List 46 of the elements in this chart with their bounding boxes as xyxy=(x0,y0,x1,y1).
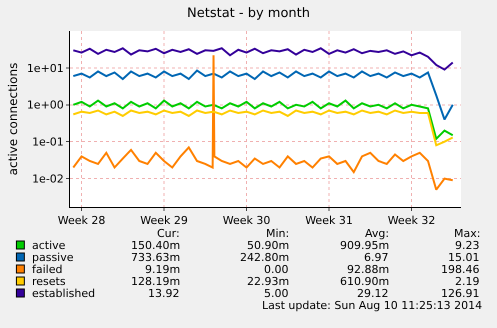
text: 198.46 xyxy=(441,263,480,276)
y-tick-label: 1e+00 xyxy=(26,98,64,112)
text: 92.88m xyxy=(347,263,390,276)
text: 50.90m xyxy=(247,239,290,252)
text: 128.19m xyxy=(131,275,180,288)
x-tick-label: Week 28 xyxy=(58,214,106,228)
text: 126.91 xyxy=(441,287,480,300)
text: 242.80m xyxy=(240,251,290,264)
y-tick-label: 1e+01 xyxy=(26,62,64,75)
text: 9.19m xyxy=(145,263,180,276)
legend-label: active xyxy=(32,239,66,252)
line-series xyxy=(72,100,454,140)
text: 150.40m xyxy=(131,239,180,252)
text: 9.23 xyxy=(455,239,480,252)
text: 5.00 xyxy=(264,287,288,300)
text: Avg: xyxy=(365,227,390,240)
legend-label: passive xyxy=(32,251,74,264)
x-tick-label: Week 29 xyxy=(140,214,188,228)
y-tick-label: 1e-02 xyxy=(32,172,64,186)
line-series xyxy=(72,110,454,146)
x-tick-label: Week 32 xyxy=(388,214,436,228)
y-axis-title: active connections xyxy=(6,62,20,176)
line-series xyxy=(72,70,454,120)
text: 15.01 xyxy=(448,251,480,264)
text: 13.92 xyxy=(148,287,180,300)
text: Max: xyxy=(454,227,480,240)
text: 909.95m xyxy=(340,239,390,252)
line-series xyxy=(72,47,454,71)
legend-label: established xyxy=(32,287,96,300)
y-tick-label: 1e-01 xyxy=(32,136,64,149)
text: 610.90m xyxy=(340,275,390,288)
text: 6.97 xyxy=(364,251,388,264)
text: Last update: Sun Aug 10 11:25:13 2014 xyxy=(262,299,482,312)
text: 2.19 xyxy=(455,275,480,288)
chart-title: Netstat - by month xyxy=(187,6,310,22)
line-series xyxy=(72,54,454,191)
text: 733.63m xyxy=(131,251,180,264)
legend-label: failed xyxy=(32,263,62,276)
text: Min: xyxy=(266,227,290,240)
text: 22.93m xyxy=(247,275,290,288)
text: 0.00 xyxy=(264,263,288,276)
text: Cur: xyxy=(157,227,180,240)
text: 29.12 xyxy=(357,287,388,300)
x-tick-label: Week 30 xyxy=(222,214,270,228)
x-tick-label: Week 31 xyxy=(305,214,353,228)
legend-label: resets xyxy=(32,275,66,288)
